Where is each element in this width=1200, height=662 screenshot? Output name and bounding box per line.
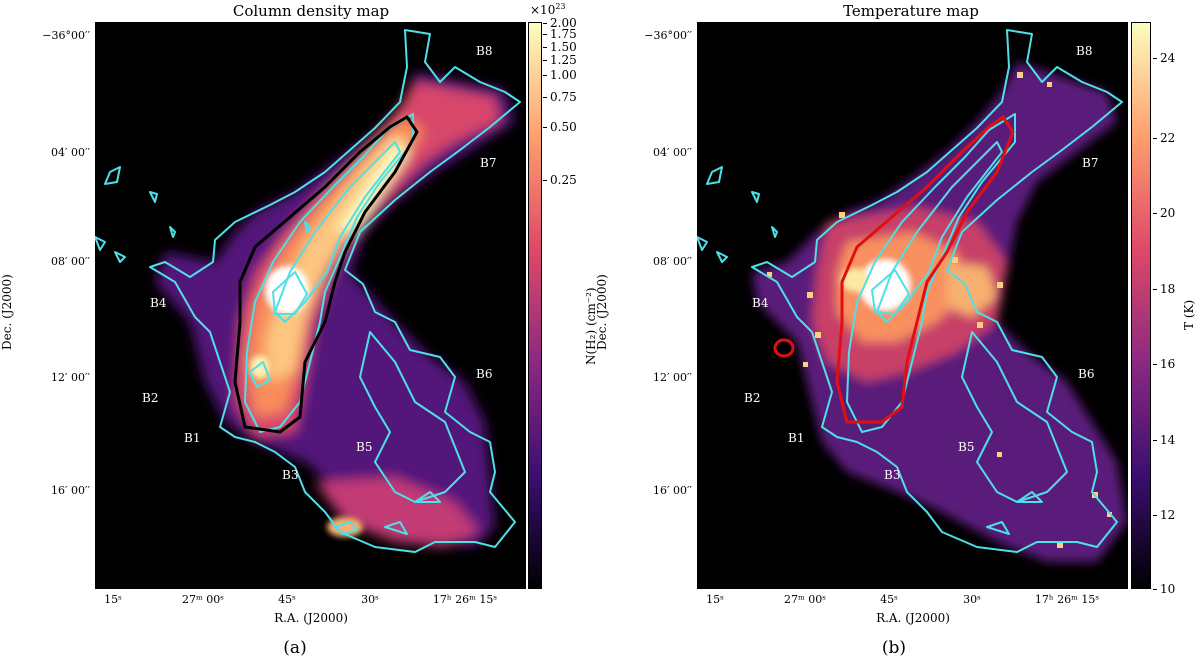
colorbar-tick: 1.25	[543, 53, 577, 67]
x-tick-label: 15ˢ	[104, 593, 122, 606]
region-label-b8: B8	[1076, 44, 1093, 58]
colorbar-tick: 22	[1152, 131, 1176, 145]
region-label-b7: B7	[480, 156, 497, 170]
region-label-b4: B4	[752, 296, 769, 310]
panel-column-density: Column density map	[0, 2, 598, 658]
colorbar-tick: 18	[1152, 282, 1176, 296]
colorbar-multiplier-exponent: 23	[555, 2, 566, 11]
colorbar-title: T (K)	[1182, 299, 1196, 330]
colorbar-column-density	[528, 22, 542, 589]
colorbar-temperature	[1131, 22, 1151, 589]
colorbar-tick: 1.00	[543, 68, 577, 82]
y-tick-label: 12′ 00′′	[51, 371, 90, 384]
x-tick-label: 45ˢ	[278, 593, 296, 606]
colorbar-multiplier: ×1023	[530, 2, 566, 17]
region-label-b7: B7	[1082, 156, 1099, 170]
x-tick-label: 27ᵐ 00ˢ	[182, 593, 224, 606]
panel-title: Column density map	[232, 2, 390, 20]
y-tick-label: 04′ 00′′	[653, 146, 692, 159]
colorbar-tick: 1.50	[543, 40, 577, 54]
x-axis-title: R.A. (J2000)	[274, 611, 348, 625]
temperature-image	[697, 22, 1128, 589]
x-tick-label: 30ˢ	[963, 593, 981, 606]
region-label-b2: B2	[142, 391, 159, 405]
colorbar-tick: 0.50	[543, 120, 577, 134]
x-tick-label: 17ʰ 26ᵐ 15ˢ	[1034, 593, 1100, 606]
y-tick-label: 08′ 00′′	[653, 255, 692, 268]
colorbar-multiplier-base: ×10	[530, 3, 556, 17]
y-tick-label: 16′ 00′′	[653, 484, 692, 497]
temperature-map-graphic	[697, 29, 1127, 562]
region-label-b1: B1	[788, 431, 805, 445]
x-tick-label: 27ᵐ 00ˢ	[784, 593, 826, 606]
column-density-image	[95, 22, 526, 589]
y-tick-label: 04′ 00′′	[51, 146, 90, 159]
colorbar-tick: 0.25	[543, 173, 577, 187]
x-tick-label: 30ˢ	[361, 593, 379, 606]
region-label-b6: B6	[1078, 367, 1095, 381]
y-tick-label: −36°00′′	[42, 29, 90, 42]
colorbar-tick: 0.75	[543, 90, 577, 104]
x-tick-label: 17ʰ 26ᵐ 15ˢ	[432, 593, 498, 606]
colorbar-tick: 10	[1152, 582, 1176, 596]
x-tick-label: 45ˢ	[880, 593, 898, 606]
column-density-map-graphic	[95, 29, 521, 553]
x-tick-label: 15ˢ	[706, 593, 724, 606]
x-axis-title: R.A. (J2000)	[876, 611, 950, 625]
region-label-b3: B3	[884, 468, 901, 482]
panel-title: Temperature map	[843, 2, 979, 20]
colorbar-tick: 14	[1152, 433, 1176, 447]
panel-sublabel: (b)	[881, 638, 907, 658]
colorbar-tick: 20	[1152, 206, 1176, 220]
y-tick-label: −36°00′′	[644, 29, 692, 42]
colorbar-tick: 16	[1152, 357, 1176, 371]
region-label-b3: B3	[282, 468, 299, 482]
region-label-b6: B6	[476, 367, 493, 381]
colorbar-tick: 12	[1152, 508, 1176, 522]
colorbar-tick: 24	[1152, 51, 1176, 65]
colorbar-tick: 1.75	[543, 27, 577, 41]
region-label-b8: B8	[476, 44, 493, 58]
y-tick-label: 16′ 00′′	[51, 484, 90, 497]
region-label-b5: B5	[958, 440, 975, 454]
region-label-b4: B4	[150, 296, 167, 310]
y-axis-title: Dec. (J2000)	[595, 274, 609, 350]
y-tick-label: 08′ 00′′	[51, 255, 90, 268]
panel-temperature: Temperature map	[595, 0, 1200, 662]
region-label-b1: B1	[184, 431, 201, 445]
colorbar-tick: 2.00	[543, 16, 577, 30]
panel-sublabel: (a)	[283, 638, 307, 658]
y-tick-label: 12′ 00′′	[653, 371, 692, 384]
region-label-b5: B5	[356, 440, 373, 454]
y-axis-title: Dec. (J2000)	[0, 274, 14, 350]
region-label-b2: B2	[744, 391, 761, 405]
